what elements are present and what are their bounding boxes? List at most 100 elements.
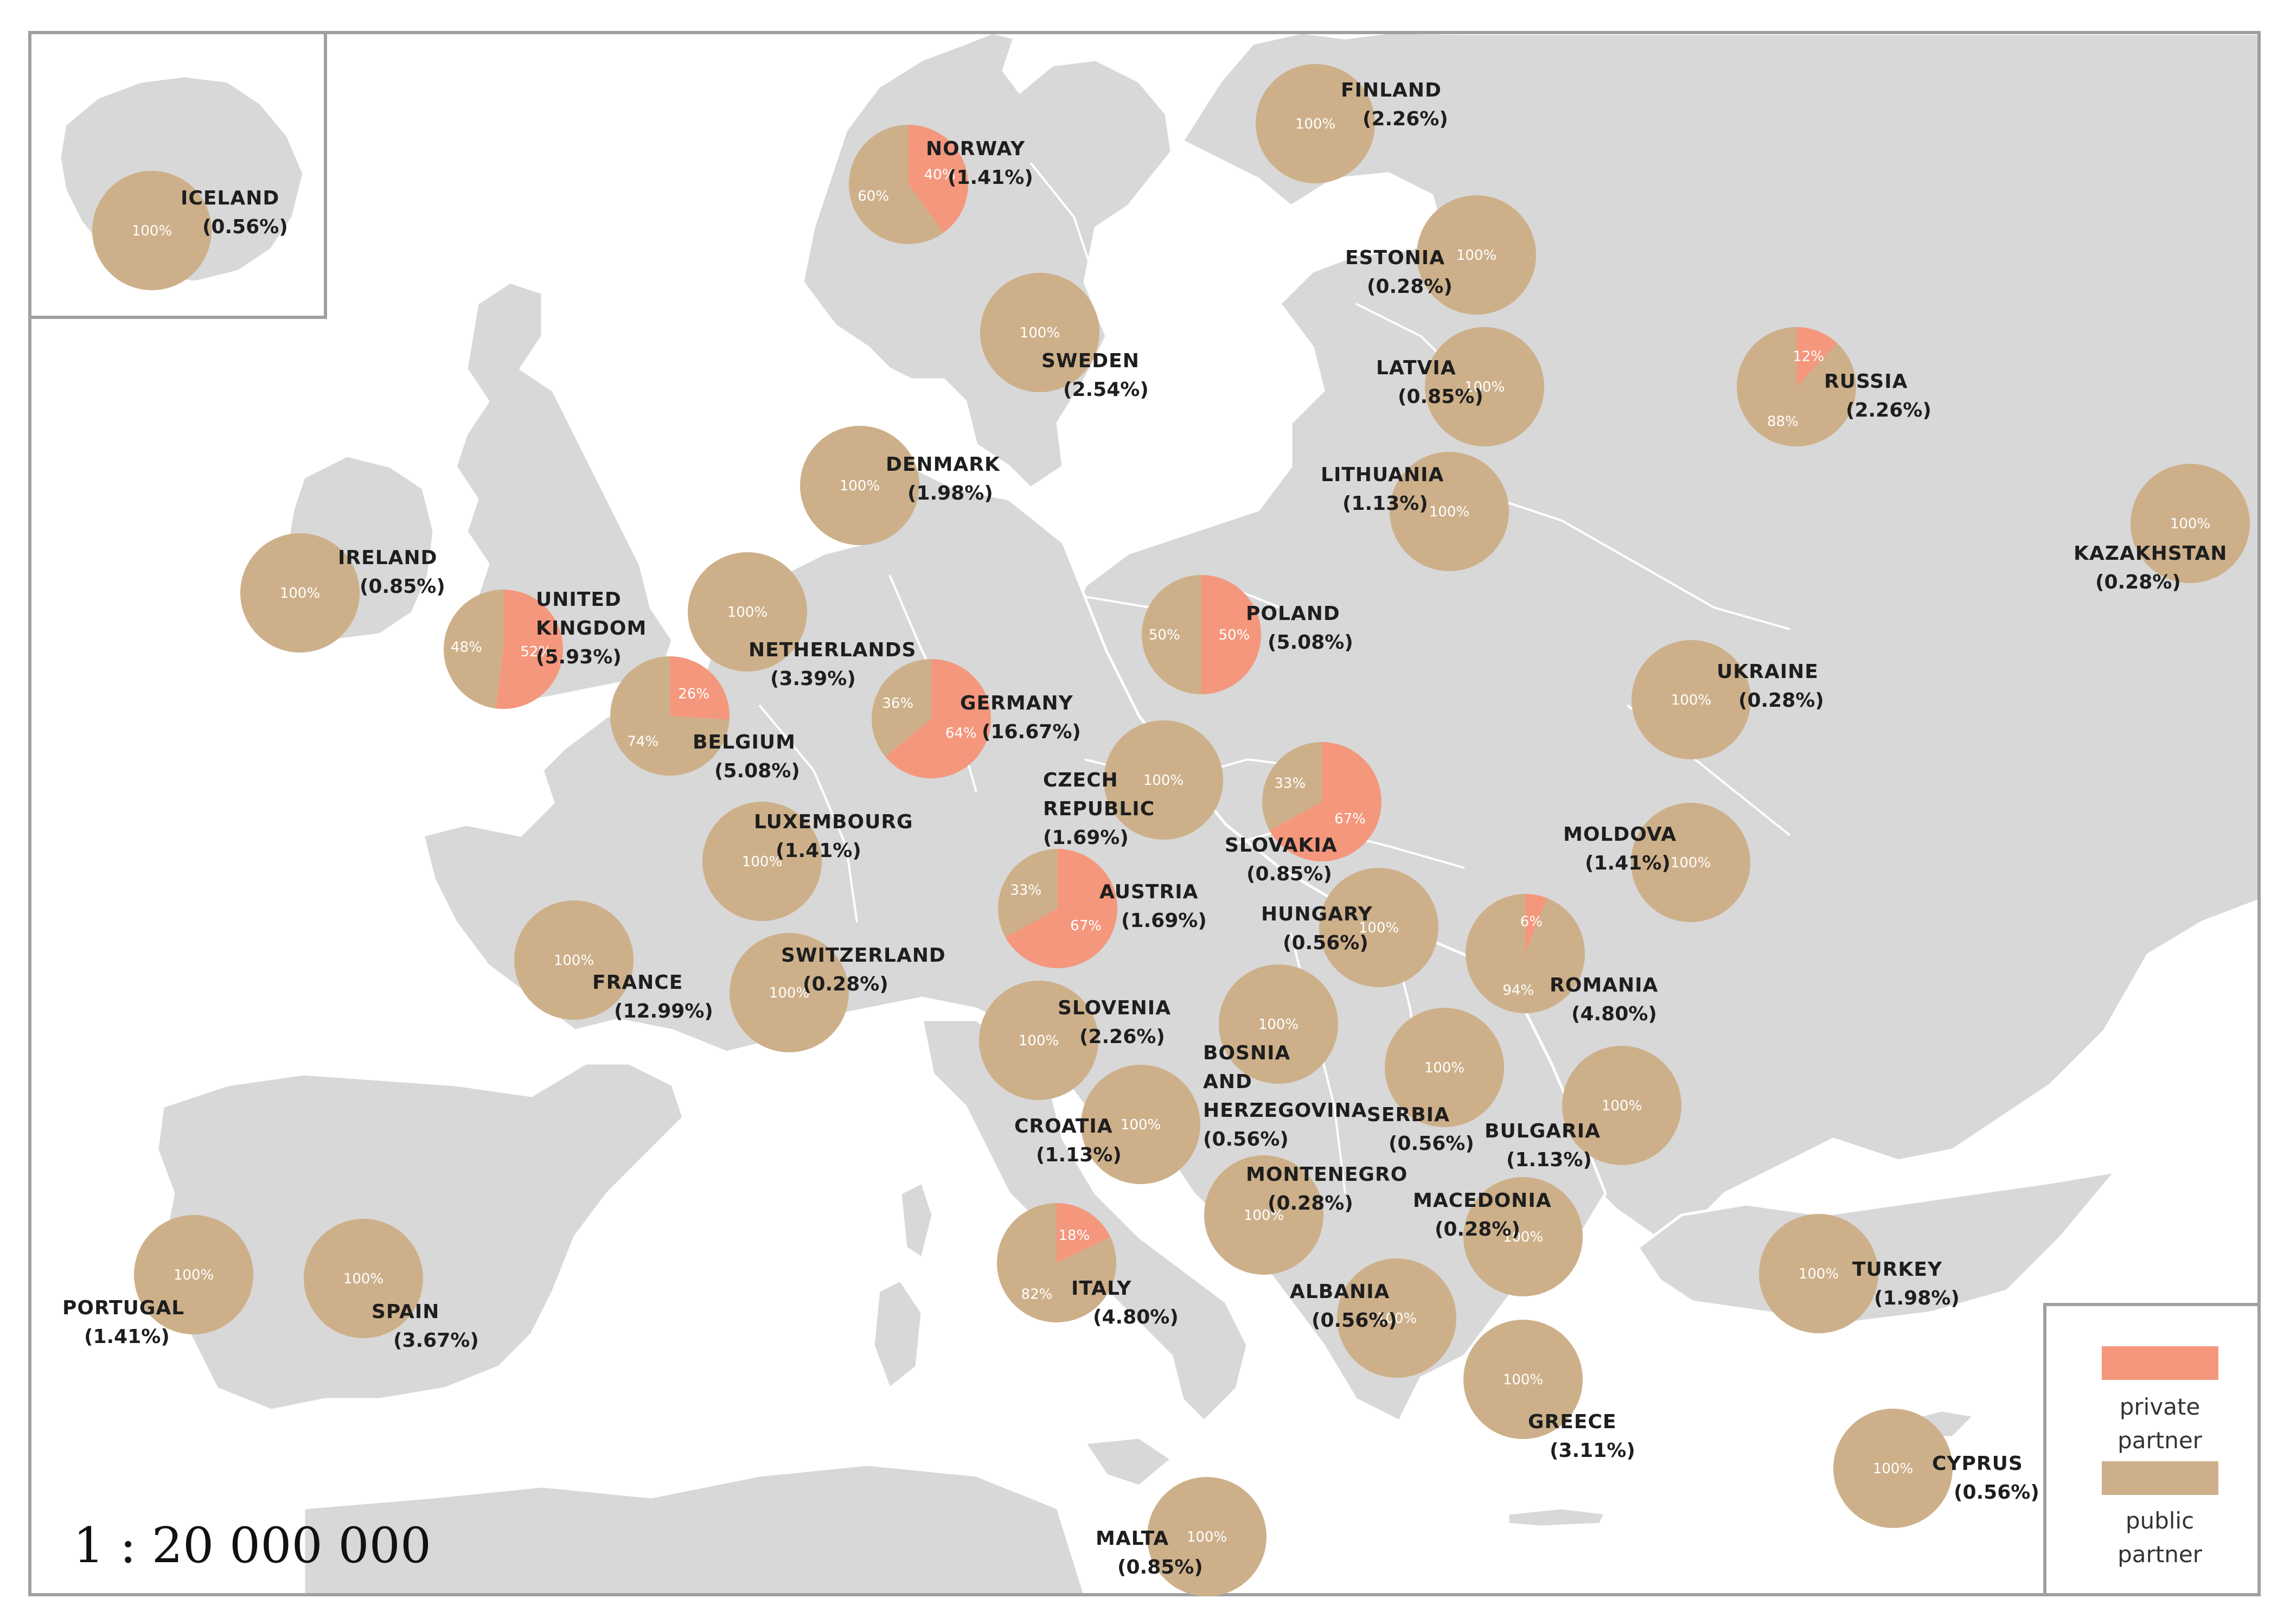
pie-serbia: 100% <box>1385 1008 1504 1127</box>
pie-iceland: 100% <box>92 171 212 290</box>
pie-slice-private-austria <box>1005 849 1117 968</box>
country-name-germany: GERMANY <box>960 692 1073 714</box>
pie-label-public-estonia: 100% <box>1456 247 1496 264</box>
pie-slice-private-slovakia <box>1269 742 1382 862</box>
country-name-albania: ALBANIA <box>1290 1281 1390 1303</box>
pie-label-private-united-kingdom: 52% <box>520 644 552 660</box>
pie-slice-public-moldova <box>1631 803 1750 922</box>
label-kazakhstan: KAZAKHSTAN (0.28%) <box>2074 542 2227 593</box>
pie-malta: 100% <box>1147 1477 1266 1596</box>
country-name-turkey: TURKEY <box>1852 1258 1942 1281</box>
pie-moldova: 100% <box>1631 803 1750 922</box>
pie-label-public-poland: 50% <box>1149 627 1180 643</box>
pie-slice-public-lithuania <box>1390 452 1509 571</box>
label-norway: NORWAY (1.41%) <box>926 138 1033 189</box>
legend-private-swatch <box>2102 1346 2218 1380</box>
pie-slice-public-czech-republic <box>1104 720 1223 840</box>
country-name-finland: FINLAND <box>1341 79 1442 101</box>
pie-slice-public-malta <box>1147 1477 1266 1596</box>
country-name-switzerland: SWITZERLAND <box>781 944 946 967</box>
pie-slice-public-spain <box>304 1219 423 1338</box>
country-share-lithuania: (1.13%) <box>1342 493 1428 515</box>
pie-label-public-austria: 33% <box>1010 882 1041 898</box>
pie-norway: 40% 60% <box>849 124 968 244</box>
label-france: FRANCE (12.99%) <box>592 971 713 1022</box>
country-name-united-kingdom-line1: UNITED <box>536 589 622 611</box>
pie-slice-public-united-kingdom <box>444 590 503 709</box>
country-name-austria: AUSTRIA <box>1099 881 1198 903</box>
pie-slice-private-belgium <box>670 656 730 720</box>
pie-slice-public-poland <box>1142 575 1201 694</box>
label-italy: ITALY (4.80%) <box>1071 1277 1179 1328</box>
pie-label-public-cyprus: 100% <box>1873 1461 1913 1477</box>
label-ireland: IRELAND (0.85%) <box>338 547 445 598</box>
legend-public-label-line2: partner <box>2118 1541 2203 1568</box>
pie-slice-public-finland <box>1256 64 1375 183</box>
country-share-luxembourg: (1.41%) <box>776 840 861 862</box>
country-name-spain: SPAIN <box>372 1301 439 1323</box>
label-finland: FINLAND (2.26%) <box>1341 79 1448 130</box>
label-estonia: ESTONIA (0.28%) <box>1345 247 1453 298</box>
land-sicily <box>1083 1436 1173 1488</box>
country-share-slovakia: (0.85%) <box>1246 863 1332 885</box>
country-share-norway: (1.41%) <box>948 167 1033 189</box>
iceland-inset-frame <box>30 33 327 319</box>
label-moldova: MOLDOVA (1.41%) <box>1563 823 1676 874</box>
country-share-austria: (1.69%) <box>1121 910 1207 932</box>
country-share-russia: (2.26%) <box>1846 399 1931 421</box>
pie-label-public-united-kingdom: 48% <box>451 640 482 656</box>
country-share-finland: (2.26%) <box>1363 108 1448 130</box>
pie-slice-private-united-kingdom <box>496 590 564 709</box>
pie-slice-public-slovenia <box>979 981 1098 1100</box>
label-russia: RUSSIA (2.26%) <box>1824 370 1931 421</box>
pie-label-public-norway: 60% <box>858 188 889 204</box>
pie-label-public-germany: 36% <box>882 695 913 712</box>
land-sardinia <box>872 1278 924 1390</box>
pie-slice-public-france <box>514 900 634 1020</box>
label-malta: MALTA (0.85%) <box>1096 1527 1203 1578</box>
country-share-croatia: (1.13%) <box>1036 1144 1122 1166</box>
legend-public-swatch <box>2102 1461 2218 1495</box>
pie-estonia: 100% <box>1417 195 1536 315</box>
land-corsica <box>899 1181 935 1260</box>
pie-portugal: 100% <box>134 1215 253 1334</box>
country-name-greece: GREECE <box>1528 1411 1616 1433</box>
pie-greece: 100% <box>1463 1320 1583 1439</box>
country-name-croatia: CROATIA <box>1014 1115 1113 1137</box>
pie-label-public-romania: 94% <box>1502 982 1534 999</box>
label-greece: GREECE (3.11%) <box>1528 1411 1635 1462</box>
pie-slice-public-austria <box>997 849 1058 937</box>
pie-label-private-romania: 6% <box>1520 914 1543 930</box>
pie-label-private-germany: 64% <box>945 725 977 741</box>
pie-label-public-ukraine: 100% <box>1671 692 1711 708</box>
pie-czech-republic: 100% <box>1104 720 1223 840</box>
country-share-cyprus: (0.56%) <box>1954 1481 2039 1504</box>
pie-united-kingdom: 52% 48% <box>444 590 564 709</box>
pie-slice-private-germany <box>885 659 991 779</box>
pie-lithuania: 100% <box>1390 452 1509 571</box>
label-bulgaria: BULGARIA (1.13%) <box>1485 1120 1600 1171</box>
country-share-united-kingdom: (5.93%) <box>536 646 622 668</box>
pie-romania: 6% 94% <box>1465 894 1585 1013</box>
label-austria: AUSTRIA (1.69%) <box>1099 881 1207 932</box>
pie-slice-public-russia <box>1737 327 1856 446</box>
pie-slice-public-netherlands <box>688 552 807 672</box>
pie-label-public-greece: 100% <box>1503 1372 1543 1388</box>
country-name-ukraine: UKRAINE <box>1717 661 1819 683</box>
country-name-latvia: LATVIA <box>1376 357 1456 379</box>
pie-label-public-kazakhstan: 100% <box>2170 516 2210 532</box>
country-share-estonia: (0.28%) <box>1367 276 1453 298</box>
country-share-iceland: (0.56%) <box>202 216 288 238</box>
pie-label-public-ireland: 100% <box>280 585 320 602</box>
pie-denmark: 100% <box>800 426 919 545</box>
label-croatia: CROATIA (1.13%) <box>1014 1115 1122 1166</box>
country-name-belgium: BELGIUM <box>693 731 796 753</box>
pie-slice-public-hungary <box>1319 868 1438 987</box>
country-share-netherlands: (3.39%) <box>770 668 856 690</box>
land-anatolia <box>1636 1170 2117 1325</box>
label-iceland: ICELAND (0.56%) <box>181 187 288 238</box>
pie-label-public-france: 100% <box>554 952 594 969</box>
country-name-slovenia: SLOVENIA <box>1058 997 1171 1019</box>
label-belgium: BELGIUM (5.08%) <box>693 731 800 782</box>
label-hungary: HUNGARY (0.56%) <box>1261 903 1372 954</box>
